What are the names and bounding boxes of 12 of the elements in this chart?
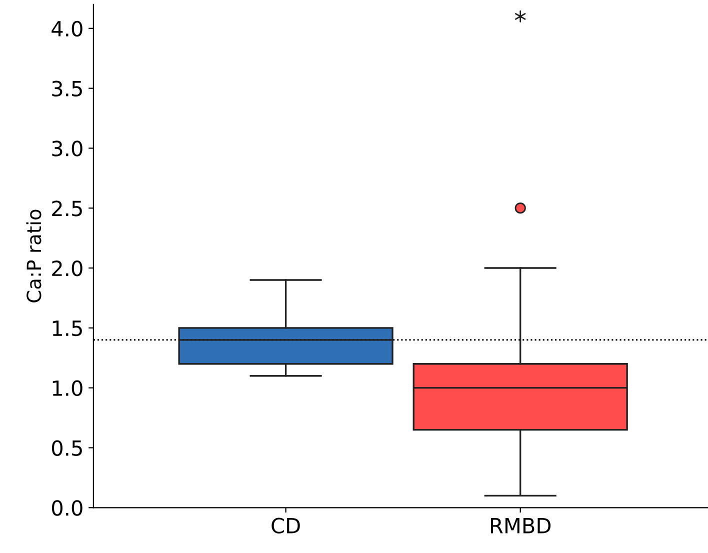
y-tick-label: 0.0 (52, 500, 82, 516)
y-tick-label: 1.5 (52, 320, 82, 336)
y-tick-label: 0.5 (52, 440, 82, 456)
y-tick-label: 3.0 (52, 140, 82, 156)
y-tick-label: 2.5 (52, 200, 82, 216)
x-tick-label: RMBD (491, 518, 551, 534)
y-tick-label: 3.5 (52, 80, 82, 97)
y-tick-label: 2.0 (52, 260, 82, 276)
y-tick-label: 4.0 (52, 20, 82, 37)
y-tick-label: 1.0 (52, 380, 82, 396)
x-tick-label: CD (272, 518, 300, 534)
y-axis-title: Ca:P ratio (26, 210, 42, 302)
